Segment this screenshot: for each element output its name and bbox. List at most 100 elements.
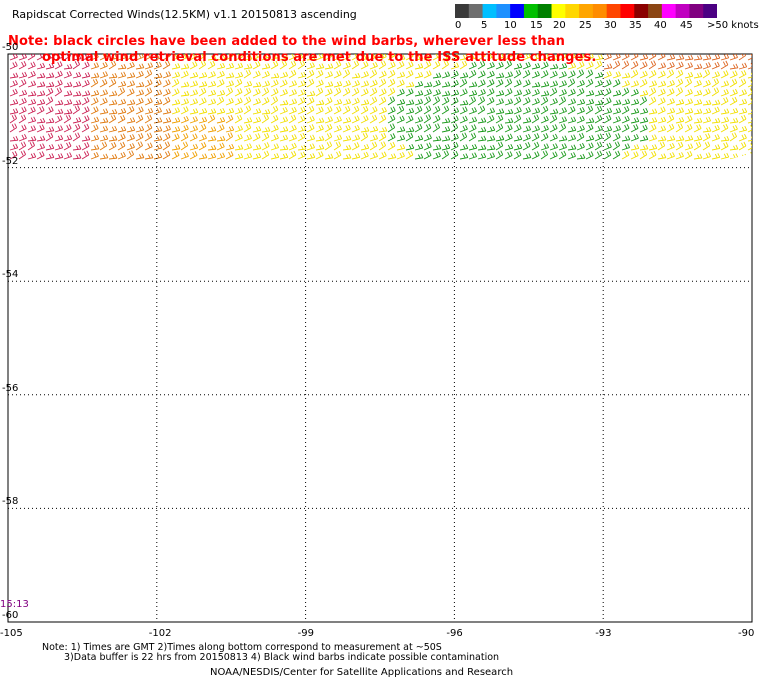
wind-barb	[477, 152, 487, 160]
wind-barb	[711, 153, 721, 160]
wind-barb	[459, 144, 469, 151]
wind-barb	[27, 80, 37, 88]
latitude-tick-label: -54	[2, 269, 19, 281]
wind-barb	[414, 143, 424, 151]
wind-barb	[531, 97, 540, 106]
wind-barb	[621, 98, 631, 106]
wind-barb	[81, 123, 90, 133]
wind-barb	[207, 60, 216, 70]
wind-barb	[387, 87, 396, 97]
wind-barb	[297, 144, 307, 151]
colorbar-label: 20	[553, 20, 566, 31]
wind-barb	[693, 108, 703, 115]
wind-barb	[495, 114, 504, 124]
wind-barb	[162, 141, 171, 151]
colorbar-swatch	[496, 4, 511, 18]
wind-barb	[360, 54, 370, 61]
wind-barb	[621, 124, 630, 133]
wind-barb	[117, 141, 126, 151]
wind-barb	[567, 106, 576, 115]
wind-barb	[576, 69, 585, 79]
wind-barb	[459, 88, 468, 97]
wind-barb	[18, 114, 27, 124]
wind-barb	[45, 144, 55, 151]
wind-barb	[126, 117, 136, 124]
wind-barb	[648, 54, 657, 61]
wind-barb	[288, 69, 297, 79]
wind-barb	[351, 97, 360, 106]
wind-barb	[459, 99, 469, 106]
wind-barb	[81, 150, 90, 160]
wind-barb	[675, 69, 684, 79]
wind-barb	[180, 106, 189, 115]
wind-barb	[693, 99, 703, 106]
wind-barb	[351, 124, 360, 133]
wind-barb	[594, 79, 603, 88]
wind-barb	[468, 132, 477, 142]
wind-barb	[216, 135, 226, 142]
wind-barb	[675, 123, 684, 133]
wind-barb	[360, 105, 369, 115]
wind-barb	[243, 117, 253, 124]
wind-barb	[387, 141, 396, 151]
wind-barb	[567, 62, 577, 70]
wind-barb	[360, 99, 370, 106]
wind-barb	[63, 108, 73, 115]
wind-barb	[549, 87, 558, 97]
wind-barb	[378, 78, 387, 88]
wind-barb	[666, 123, 675, 133]
wind-barb	[549, 54, 559, 61]
wind-barb	[360, 132, 369, 142]
wind-barb	[720, 89, 729, 97]
wind-barb	[459, 72, 469, 79]
wind-barb	[225, 107, 235, 115]
wind-barb	[207, 126, 217, 133]
wind-barb	[315, 135, 325, 142]
wind-barb	[252, 98, 261, 106]
wind-barb	[135, 54, 144, 61]
wind-barb	[297, 71, 307, 79]
wind-barb	[450, 150, 459, 160]
wind-barb	[9, 123, 18, 133]
wind-barb	[549, 63, 559, 70]
wind-barb	[90, 54, 99, 61]
wind-barb	[90, 106, 99, 115]
wind-barb	[468, 69, 477, 79]
wind-barb	[738, 125, 748, 133]
wind-barb	[720, 80, 730, 88]
wind-barb	[18, 61, 27, 70]
wind-barb	[108, 99, 118, 106]
wind-barb	[459, 132, 468, 142]
wind-barb	[423, 81, 433, 88]
wind-barb	[585, 69, 594, 79]
wind-barb	[522, 125, 532, 133]
wind-barb	[531, 62, 541, 70]
wind-barb	[720, 70, 729, 79]
wind-barb	[36, 124, 45, 133]
wind-barb	[378, 88, 387, 97]
wind-barb	[135, 97, 144, 106]
wind-barb	[630, 133, 639, 142]
wind-barb	[531, 125, 540, 133]
wind-barb	[711, 117, 721, 124]
wind-barb	[603, 107, 613, 115]
wind-barb	[693, 63, 703, 70]
wind-barb	[729, 96, 738, 106]
wind-barb	[441, 135, 451, 142]
wind-barb	[504, 71, 514, 79]
wind-barb	[189, 98, 199, 106]
wind-barb	[45, 96, 54, 106]
wind-barb	[441, 71, 451, 79]
wind-barb	[612, 107, 622, 115]
wind-barb	[153, 54, 163, 61]
colorbar-label: 45	[680, 20, 693, 31]
wind-barb	[324, 63, 334, 70]
wind-barb	[378, 126, 388, 133]
wind-barb	[108, 153, 118, 160]
wind-barb	[324, 97, 333, 106]
wind-barb	[99, 97, 108, 106]
wind-barb	[414, 90, 424, 97]
wind-barb	[513, 135, 523, 142]
wind-barb	[495, 135, 505, 142]
wind-barb	[162, 150, 171, 160]
